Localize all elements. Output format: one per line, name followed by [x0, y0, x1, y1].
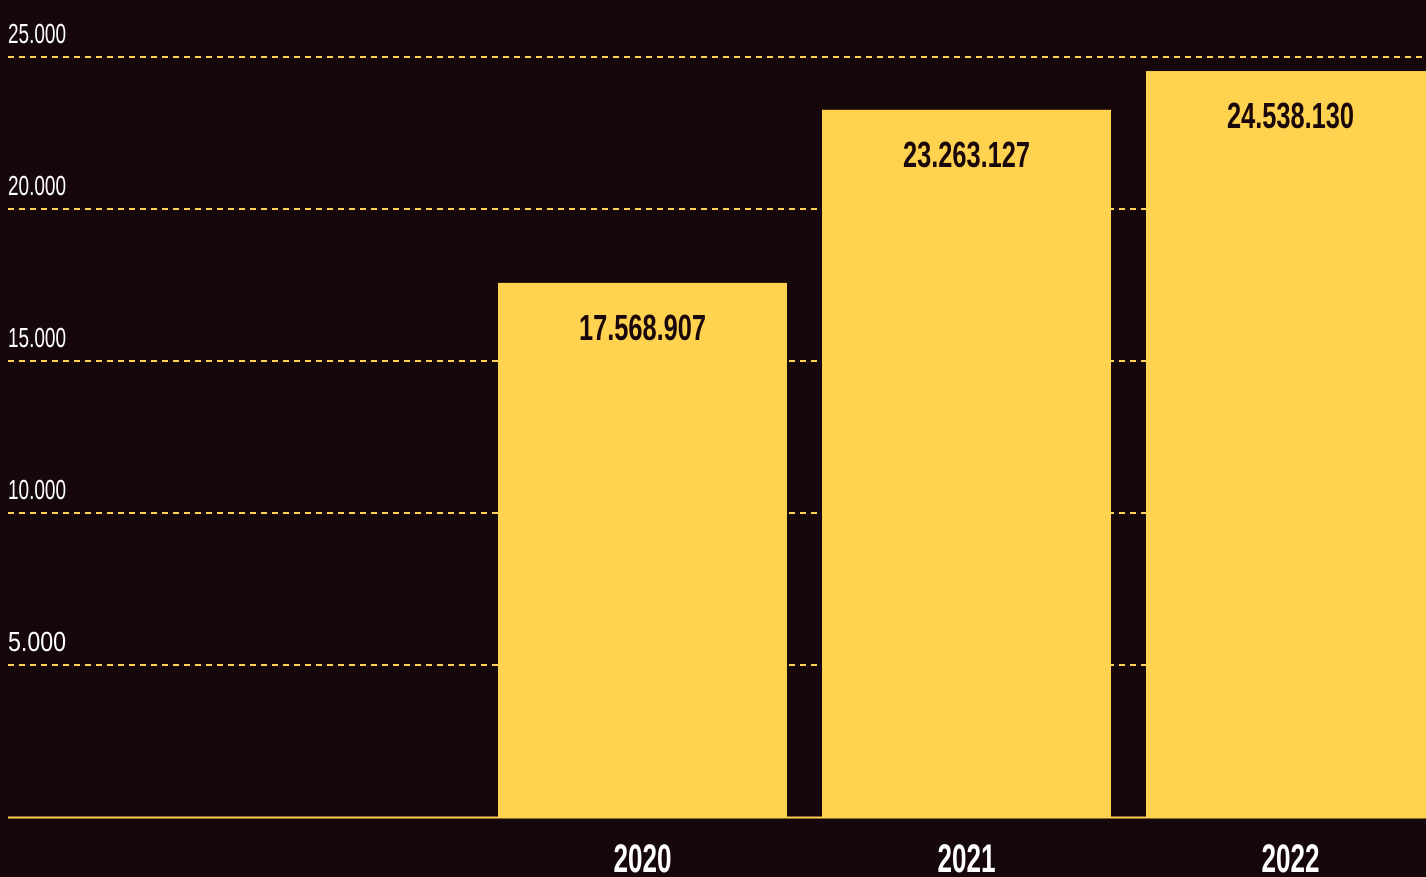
bar-2021: [822, 109, 1111, 817]
bar-value-label: 24.538.130: [1227, 95, 1354, 136]
bar-2022: [1146, 71, 1426, 818]
y-tick-label: 20.000: [8, 170, 66, 201]
y-tick-label: 10.000: [8, 474, 66, 505]
bar-value-label: 23.263.127: [903, 134, 1030, 175]
bar-2020: [498, 282, 787, 817]
x-category-label: 2020: [614, 837, 672, 877]
x-category-label: 2022: [1262, 837, 1320, 877]
bar-value-label: 17.568.907: [579, 307, 706, 348]
y-tick-label: 25.000: [8, 18, 66, 49]
labels: 5.000 10.000 15.000 20.000 25.000 17.568.907 2…: [8, 18, 1354, 877]
bars: [498, 71, 1426, 818]
y-tick-label: 5.000: [8, 626, 66, 657]
x-category-label: 2021: [938, 837, 996, 877]
y-tick-label: 15.000: [8, 322, 66, 353]
